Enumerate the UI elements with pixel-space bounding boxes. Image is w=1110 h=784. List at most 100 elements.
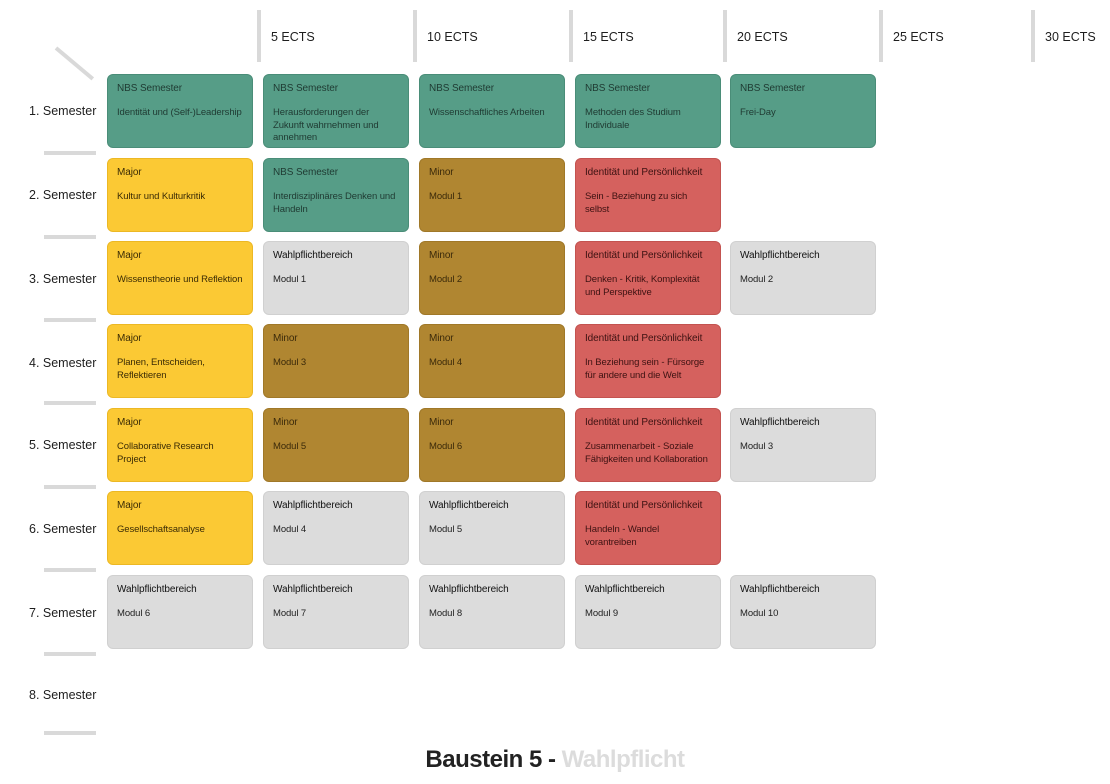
semester-divider <box>44 401 96 405</box>
module-name: Wissenschaftliches Arbeiten <box>429 107 545 118</box>
module-card[interactable]: NBS Semester Interdisziplinäres Denken un… <box>263 158 409 232</box>
module-category: Identität und Persönlichkeit <box>585 167 703 178</box>
module-name: In Beziehung sein - Fürsorge für andere … <box>585 357 705 381</box>
module-category: Wahlpflichtbereich <box>740 584 820 595</box>
module-card[interactable]: NBS Semester Methoden des Studium Individ… <box>575 74 721 148</box>
ects-header-20: 20 ECTS <box>723 10 879 62</box>
module-name: Wissenstheorie und Reflektion <box>117 274 243 285</box>
semester-divider <box>44 568 96 572</box>
module-name: Interdisziplinäres Denken und Handeln <box>273 191 396 215</box>
semester-label: 1. Semester <box>29 104 97 118</box>
module-category: Minor <box>429 333 454 344</box>
module-card[interactable]: Identität und Persönlichkeit Sein - Bezie… <box>575 158 721 232</box>
module-card[interactable]: Wahlpflichtbereich Modul 7 <box>263 575 409 649</box>
module-card[interactable]: Wahlpflichtbereich Modul 4 <box>263 491 409 565</box>
module-name: Modul 2 <box>740 274 774 285</box>
corner-divider <box>54 46 95 81</box>
module-category: Wahlpflichtbereich <box>429 500 509 511</box>
footer-subtitle: Wahlpflicht <box>561 746 685 773</box>
module-category: Major <box>117 500 142 511</box>
module-name: Modul 6 <box>117 608 151 619</box>
ects-label: 10 ECTS <box>427 30 478 44</box>
module-name: Methoden des Studium Individuale <box>585 107 681 131</box>
module-category: NBS Semester <box>273 167 338 178</box>
module-category: Major <box>117 333 142 344</box>
semester-label: 5. Semester <box>29 438 97 452</box>
module-name: Identität und (Self-)Leadership <box>117 107 242 118</box>
module-name: Planen, Entscheiden, Reflektieren <box>117 357 205 381</box>
module-card[interactable]: Minor Modul 6 <box>419 408 565 482</box>
module-name: Modul 6 <box>429 441 463 452</box>
module-card[interactable]: Identität und Persönlichkeit Handeln - Wa… <box>575 491 721 565</box>
semester-divider <box>44 731 96 735</box>
module-name: Sein - Beziehung zu sich selbst <box>585 191 688 215</box>
module-name: Handeln - Wandel vorantreiben <box>585 524 660 548</box>
module-name: Herausforderungen der Zukunft wahrnehmen… <box>273 107 379 143</box>
module-card[interactable]: Identität und Persönlichkeit Zusammenarbe… <box>575 408 721 482</box>
module-name: Modul 10 <box>740 608 779 619</box>
ects-label: 30 ECTS <box>1045 30 1096 44</box>
module-card[interactable]: Major Kultur und Kulturkritik <box>107 158 253 232</box>
semester-label: 2. Semester <box>29 188 97 202</box>
module-category: NBS Semester <box>429 83 494 94</box>
module-category: Major <box>117 250 142 261</box>
module-name: Modul 5 <box>273 441 307 452</box>
module-name: Modul 3 <box>273 357 307 368</box>
module-card[interactable]: Major Gesellschaftsanalyse <box>107 491 253 565</box>
module-name: Modul 9 <box>585 608 619 619</box>
module-card[interactable]: Major Planen, Entscheiden, Reflektieren <box>107 324 253 398</box>
semester-label: 8. Semester <box>29 688 97 702</box>
module-category: Minor <box>429 250 454 261</box>
module-card[interactable]: Major Wissenstheorie und Reflektion <box>107 241 253 315</box>
module-card[interactable]: Minor Modul 5 <box>263 408 409 482</box>
module-category: Wahlpflichtbereich <box>740 250 820 261</box>
module-card[interactable]: Wahlpflichtbereich Modul 6 <box>107 575 253 649</box>
module-name: Modul 5 <box>429 524 463 535</box>
module-card[interactable]: Wahlpflichtbereich Modul 9 <box>575 575 721 649</box>
module-name: Modul 2 <box>429 274 463 285</box>
module-card[interactable]: Wahlpflichtbereich Modul 3 <box>730 408 876 482</box>
module-card[interactable]: Wahlpflichtbereich Modul 8 <box>419 575 565 649</box>
semester-label: 3. Semester <box>29 272 97 286</box>
module-card[interactable]: Minor Modul 2 <box>419 241 565 315</box>
module-card[interactable]: Wahlpflichtbereich Modul 10 <box>730 575 876 649</box>
ects-label: 15 ECTS <box>583 30 634 44</box>
ects-label: 25 ECTS <box>893 30 944 44</box>
module-name: Frei-Day <box>740 107 776 118</box>
module-card[interactable]: NBS Semester Wissenschaftliches Arbeiten <box>419 74 565 148</box>
module-name: Zusammenarbeit - Soziale Fähigkeiten und… <box>585 441 708 465</box>
module-card[interactable]: Identität und Persönlichkeit In Beziehung… <box>575 324 721 398</box>
module-name: Denken - Kritik, Komplexität und Perspek… <box>585 274 700 298</box>
module-category: Wahlpflichtbereich <box>585 584 665 595</box>
module-card[interactable]: Wahlpflichtbereich Modul 2 <box>730 241 876 315</box>
module-card[interactable]: Wahlpflichtbereich Modul 1 <box>263 241 409 315</box>
module-card[interactable]: NBS Semester Identität und (Self-)Leaders… <box>107 74 253 148</box>
module-card[interactable]: Identität und Persönlichkeit Denken - Kri… <box>575 241 721 315</box>
module-category: NBS Semester <box>740 83 805 94</box>
module-name: Modul 8 <box>429 608 463 619</box>
module-card[interactable]: Major Collaborative Research Project <box>107 408 253 482</box>
ects-label: 20 ECTS <box>737 30 788 44</box>
module-card[interactable]: NBS Semester Frei-Day <box>730 74 876 148</box>
ects-header-15: 15 ECTS <box>569 10 725 62</box>
module-category: Identität und Persönlichkeit <box>585 250 703 261</box>
module-category: NBS Semester <box>117 83 182 94</box>
module-category: Minor <box>429 167 454 178</box>
module-name: Modul 4 <box>429 357 463 368</box>
module-card[interactable]: Wahlpflichtbereich Modul 5 <box>419 491 565 565</box>
module-card[interactable]: NBS Semester Herausforderungen der Zukunf… <box>263 74 409 148</box>
module-category: Identität und Persönlichkeit <box>585 333 703 344</box>
module-name: Modul 1 <box>273 274 307 285</box>
ects-header-10: 10 ECTS <box>413 10 569 62</box>
module-name: Collaborative Research Project <box>117 441 214 465</box>
module-card[interactable]: Minor Modul 4 <box>419 324 565 398</box>
module-category: Major <box>117 167 142 178</box>
module-name: Gesellschaftsanalyse <box>117 524 205 535</box>
semester-divider <box>44 151 96 155</box>
module-card[interactable]: Minor Modul 1 <box>419 158 565 232</box>
ects-header-25: 25 ECTS <box>879 10 1031 62</box>
semester-label: 4. Semester <box>29 356 97 370</box>
module-category: Wahlpflichtbereich <box>429 584 509 595</box>
module-card[interactable]: Minor Modul 3 <box>263 324 409 398</box>
